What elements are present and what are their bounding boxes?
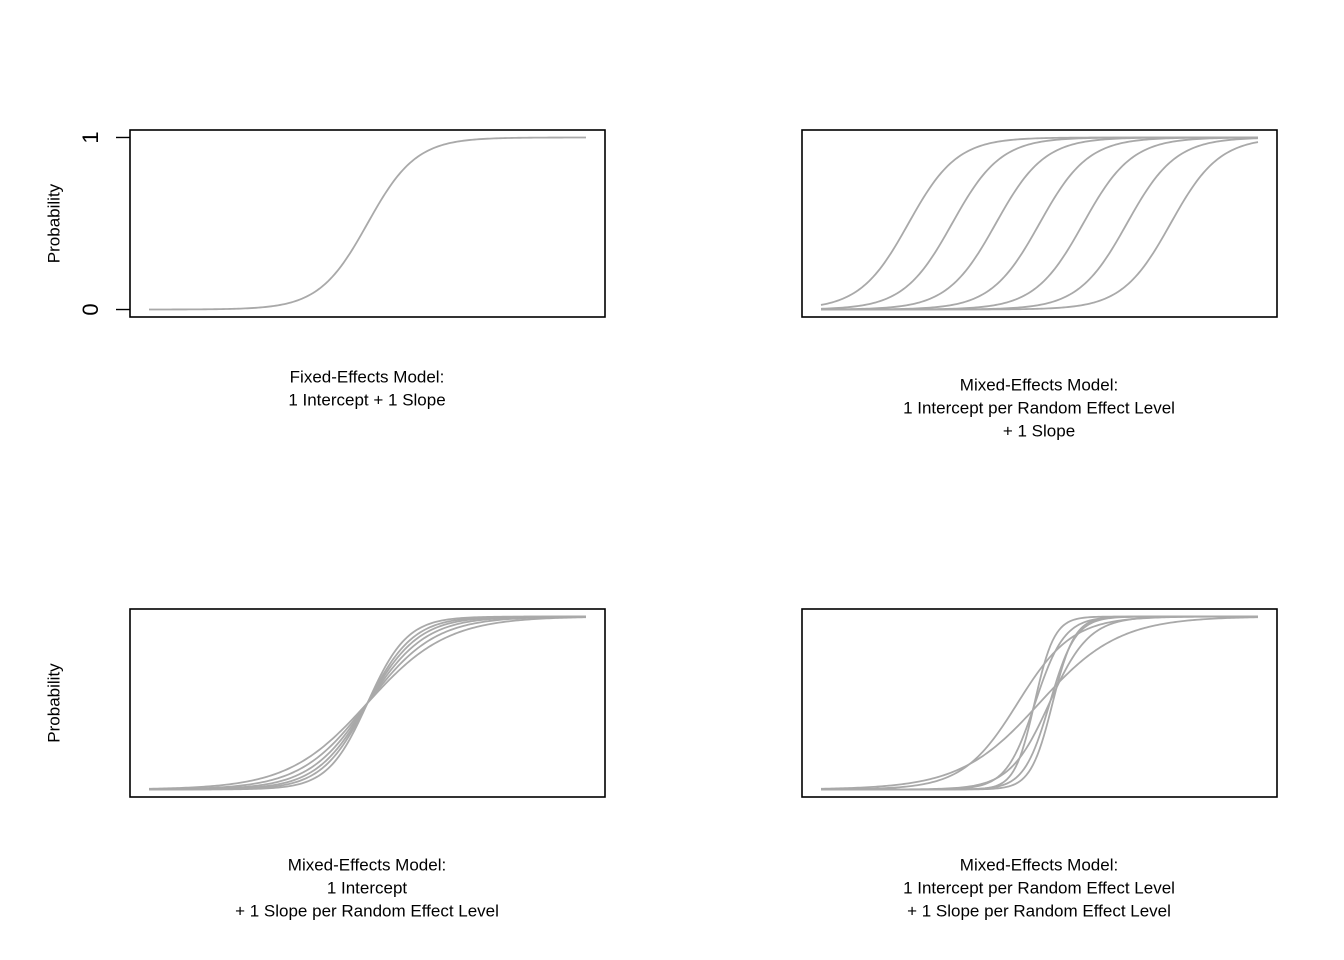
- y-tick-label-1: 1: [78, 131, 103, 143]
- panel-1: 0 1 Probability Fixed-Effects Model: 1 Inter…: [44, 129, 606, 409]
- panel-4-curve-7: [821, 615, 1258, 791]
- panel-3: Probability Mixed-Effects Model: 1 Interce…: [44, 608, 606, 920]
- panel-1-frame: [129, 129, 606, 318]
- panel-2-curve-4: [821, 136, 1258, 311]
- panel-2-caption-line-2: 1 Intercept per Random Effect Level: [903, 398, 1175, 417]
- panel-2-caption-line-1: Mixed-Effects Model:: [960, 375, 1118, 394]
- panel-2-frame: [801, 129, 1278, 318]
- panel-4-caption-line-3: + 1 Slope per Random Effect Level: [907, 901, 1171, 920]
- panel-3-caption-line-1: Mixed-Effects Model:: [288, 855, 446, 874]
- panel-2-caption-line-3: + 1 Slope: [1003, 421, 1075, 440]
- panel-3-curve-6: [149, 615, 586, 791]
- panel-4: Mixed-Effects Model: 1 Intercept per Rand…: [801, 608, 1278, 920]
- panel-3-frame: [129, 608, 606, 798]
- panel-1-caption-line-2: 1 Intercept + 1 Slope: [288, 390, 445, 409]
- y-axis-label: Probability: [44, 663, 63, 743]
- panel-2: Mixed-Effects Model: 1 Intercept per Rand…: [801, 129, 1278, 440]
- panel-3-caption-line-3: + 1 Slope per Random Effect Level: [235, 901, 499, 920]
- panel-2-curve-7: [821, 141, 1259, 311]
- panel-4-frame: [801, 608, 1278, 798]
- y-axis-label: Probability: [44, 183, 63, 263]
- y-tick-label-0: 0: [78, 303, 103, 315]
- panel-4-caption-line-1: Mixed-Effects Model:: [960, 855, 1118, 874]
- panel-4-curve-1: [820, 616, 1259, 790]
- panel-3-caption-line-2: 1 Intercept: [327, 878, 408, 897]
- panel-1-caption-line-1: Fixed-Effects Model:: [290, 367, 445, 386]
- panel-1-curve-1: [149, 136, 586, 311]
- panel-4-caption-line-2: 1 Intercept per Random Effect Level: [903, 878, 1175, 897]
